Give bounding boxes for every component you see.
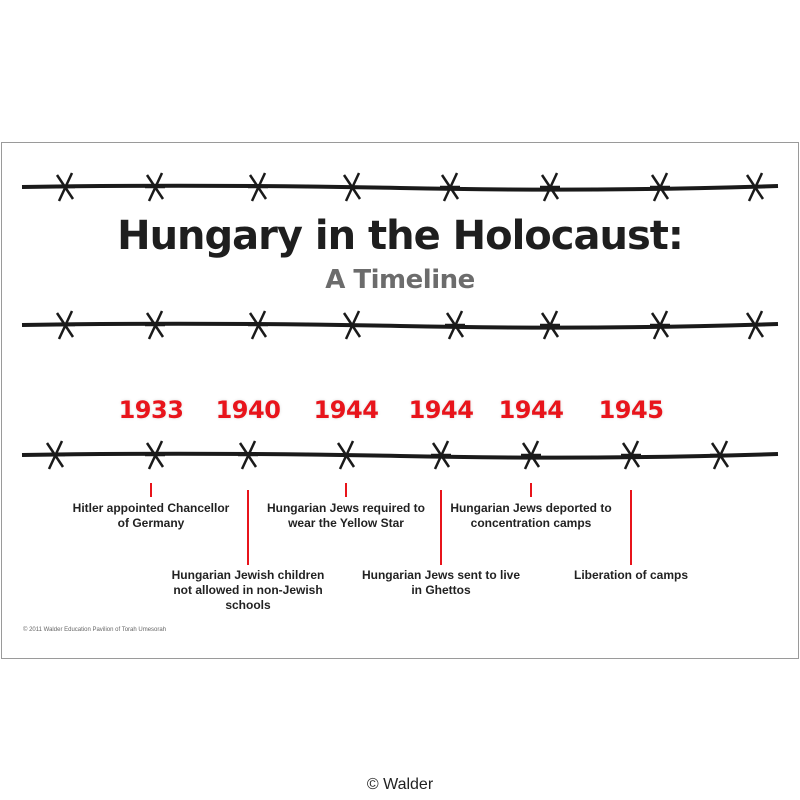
poster-title: Hungary in the Holocaust:: [117, 213, 684, 259]
barb: [650, 172, 670, 202]
barb: [336, 440, 356, 470]
barb: [445, 310, 465, 340]
barb: [431, 440, 451, 470]
barb: [540, 310, 560, 340]
event-marker-line: [150, 483, 152, 497]
event-description: Hungarian Jewish children not allowed in…: [171, 568, 325, 612]
event-marker-line: [345, 483, 347, 497]
poster: [1, 142, 799, 659]
event-description: Hungarian Jews sent to live in Ghettos: [361, 568, 521, 597]
event-year: 1940: [215, 396, 281, 424]
barb: [55, 172, 75, 202]
barb: [745, 310, 765, 340]
barb: [342, 172, 362, 202]
event-description: Hungarian Jews required to wear the Yell…: [266, 501, 426, 530]
barb: [248, 310, 268, 340]
barb: [248, 172, 268, 202]
barbed-wire-timeline: [21, 440, 779, 470]
barb: [55, 310, 75, 340]
event-marker-line: [440, 490, 442, 565]
poster-subtitle: A Timeline: [325, 265, 475, 295]
barb: [710, 440, 730, 470]
event-marker-line: [247, 490, 249, 565]
barb: [145, 172, 165, 202]
event-year: 1944: [313, 396, 379, 424]
barb: [540, 172, 560, 202]
wire-strand: [21, 451, 779, 460]
image-credit: © Walder: [366, 776, 434, 793]
event-description: Liberation of camps: [573, 568, 689, 582]
barb: [145, 440, 165, 470]
barb: [238, 440, 258, 470]
barbed-wire-top: [21, 172, 779, 202]
wire-strand: [21, 183, 779, 192]
barb: [650, 310, 670, 340]
event-description: Hitler appointed Chancellor of Germany: [72, 501, 230, 530]
barb: [521, 440, 541, 470]
barb: [621, 440, 641, 470]
wire-strand: [21, 321, 779, 330]
barbed-wire-middle: [21, 310, 779, 340]
event-year: 1945: [598, 396, 664, 424]
event-marker-line: [530, 483, 532, 497]
barb: [45, 440, 65, 470]
event-year: 1944: [498, 396, 564, 424]
barb: [145, 310, 165, 340]
barb: [440, 172, 460, 202]
event-year: 1944: [408, 396, 474, 424]
barb: [745, 172, 765, 202]
event-year: 1933: [118, 396, 184, 424]
barb: [342, 310, 362, 340]
copyright-notice: © 2011 Walder Education Pavilion of Tora…: [23, 627, 167, 633]
event-marker-line: [630, 490, 632, 565]
event-description: Hungarian Jews deported to concentration…: [450, 501, 612, 530]
